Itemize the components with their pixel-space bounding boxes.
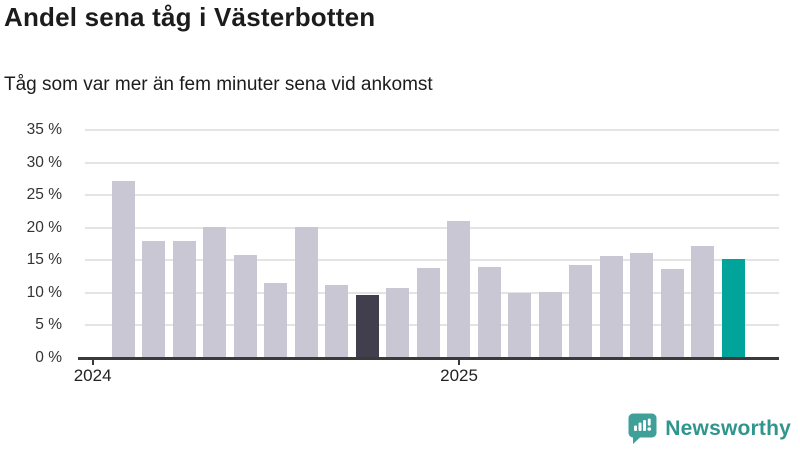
- x-axis-tick-label: 2025: [440, 366, 478, 385]
- bar: [264, 283, 287, 358]
- bar: [233, 255, 257, 358]
- bar: [294, 227, 318, 358]
- y-axis-tick-label: 10 %: [26, 283, 62, 301]
- chart-subtitle: Tåg som var mer än fem minuter sena vid …: [4, 74, 433, 95]
- bar: [660, 269, 684, 358]
- bar: [538, 291, 562, 358]
- bar: [386, 287, 409, 358]
- y-axis-tick-label: 15 %: [26, 251, 62, 269]
- bar: [691, 245, 714, 358]
- x-axis-line: [78, 357, 779, 360]
- chart-title: Andel sena tåg i Västerbotten: [4, 2, 376, 32]
- plot-area: [85, 129, 779, 358]
- newsworthy-speech-bubble-bar-chart-icon: [628, 413, 657, 444]
- x-axis-tick-label: 2024: [73, 366, 112, 385]
- bar: [325, 285, 348, 358]
- bar: [630, 253, 653, 358]
- y-axis-tick-label: 35 %: [26, 121, 62, 138]
- bar: [142, 241, 165, 358]
- bar-highlight-teal: [721, 258, 745, 358]
- bar: [111, 181, 135, 358]
- newsworthy-brand-text: Newsworthy: [665, 416, 791, 440]
- bar: [447, 220, 470, 358]
- x-axis-tickmark: [91, 360, 94, 365]
- bar: [172, 241, 196, 358]
- bar: [508, 292, 531, 358]
- y-axis-tick-label: 20 %: [26, 218, 62, 236]
- gridline-35: [85, 129, 779, 131]
- gridline-15: [85, 259, 779, 262]
- y-axis-tick-label: 0 %: [35, 349, 62, 366]
- bar: [416, 268, 440, 358]
- x-axis-tickmark: [458, 360, 461, 365]
- bar: [599, 255, 623, 358]
- bar-highlight-dark: [355, 294, 379, 358]
- gridline-25: [85, 194, 779, 197]
- gridline-30: [85, 161, 779, 164]
- y-axis-tick-label: 30 %: [26, 153, 62, 171]
- bar: [203, 227, 226, 358]
- gridline-20: [85, 226, 779, 229]
- bar: [569, 264, 592, 358]
- newsworthy-logo: Newsworthy: [627, 412, 791, 445]
- bar: [477, 266, 501, 358]
- y-axis-tick-label: 5 %: [35, 316, 62, 334]
- y-axis-tick-label: 25 %: [26, 186, 62, 204]
